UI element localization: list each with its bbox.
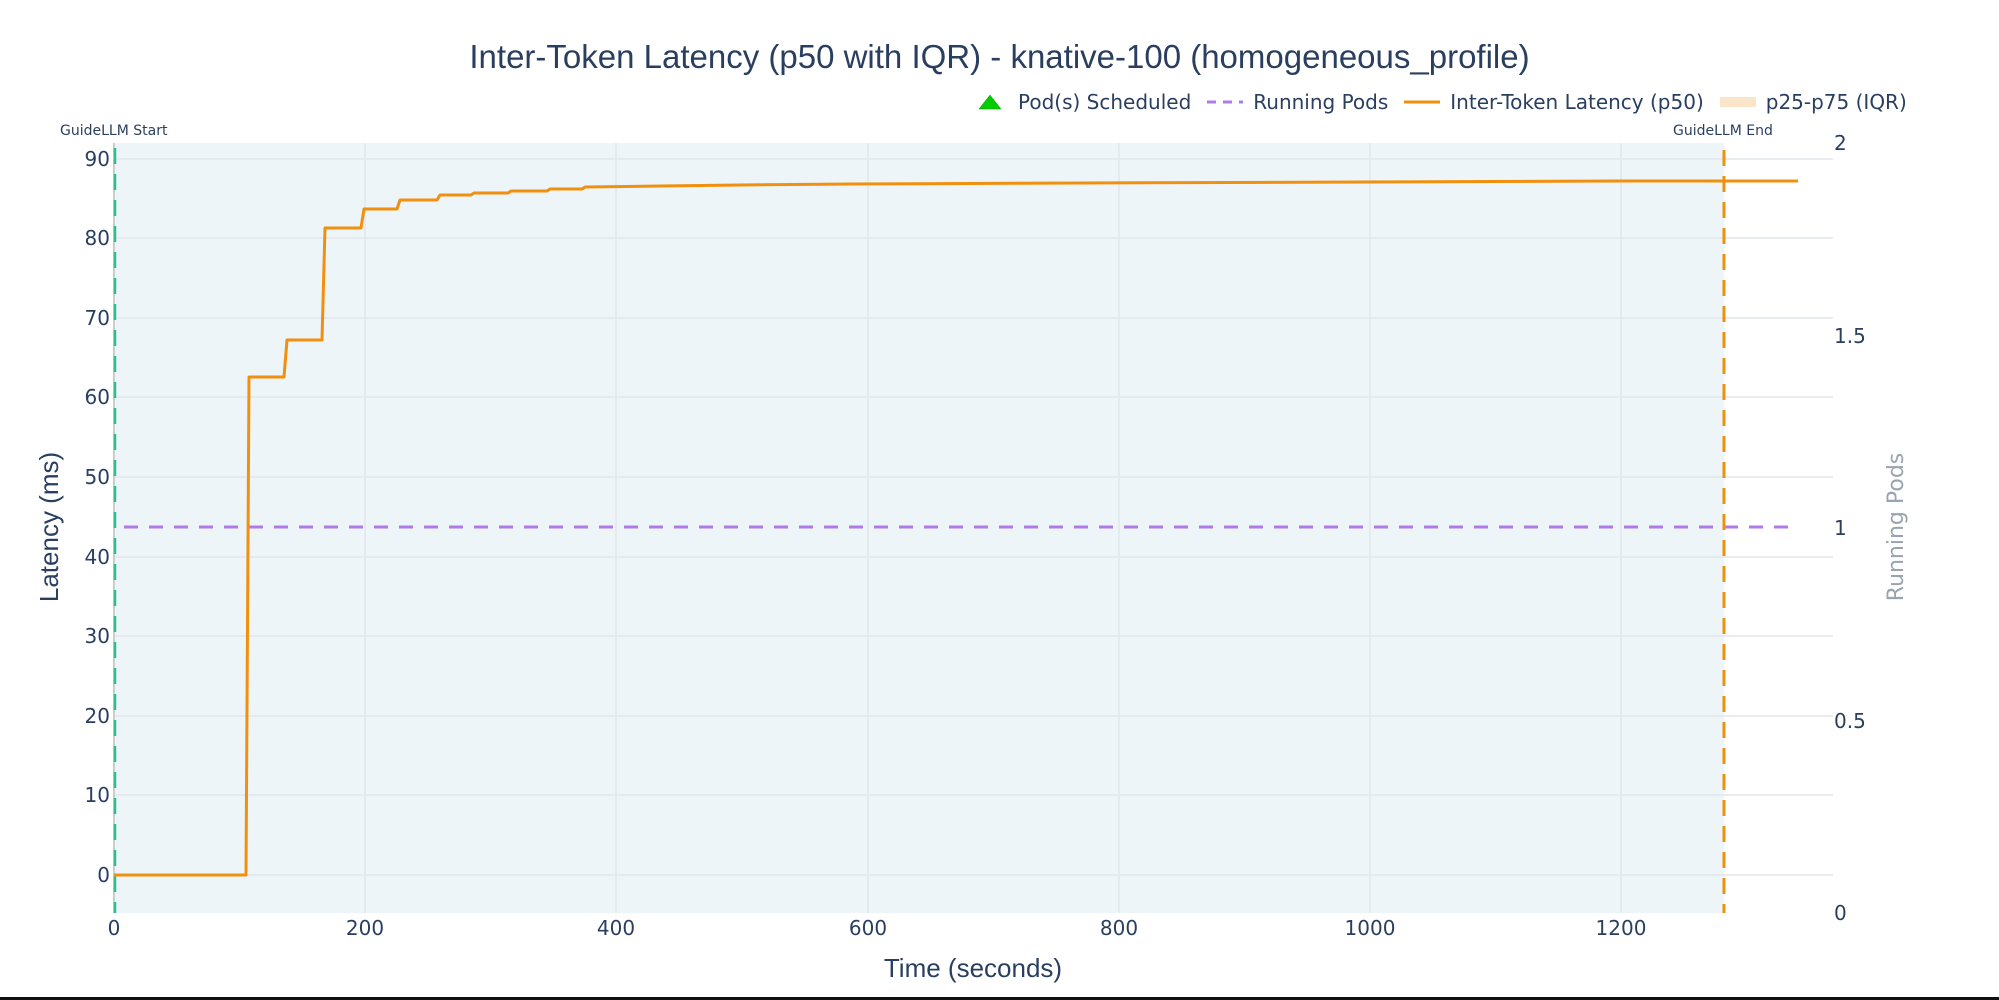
chart-title: Inter-Token Latency (p50 with IQR) - kna…	[469, 38, 1530, 75]
guidellm-end-label: GuideLLM End	[1673, 123, 1773, 139]
legend-item-pods-scheduled[interactable]: Pod(s) Scheduled	[970, 90, 1191, 114]
svg-text:800: 800	[1100, 916, 1138, 940]
legend-label: Running Pods	[1253, 90, 1389, 114]
x-ticks: 0 200 400 600 800 1000 1200	[108, 916, 1647, 940]
guidellm-start-label: GuideLLM Start	[60, 123, 168, 139]
legend: Pod(s) Scheduled Running Pods Inter-Toke…	[970, 90, 1921, 114]
svg-text:20: 20	[85, 704, 110, 728]
legend-item-iqr[interactable]: p25-p75 (IQR)	[1718, 90, 1907, 114]
y-right-ticks: 0 0.5 1 1.5 2	[1834, 131, 1866, 925]
x-gridlines	[364, 143, 1622, 913]
svg-text:10: 10	[85, 783, 110, 807]
svg-text:400: 400	[597, 916, 635, 940]
window-bottom-border	[0, 997, 1999, 1000]
svg-text:1.5: 1.5	[1834, 324, 1866, 348]
legend-label: Inter-Token Latency (p50)	[1450, 90, 1704, 114]
svg-text:70: 70	[85, 306, 110, 330]
svg-text:90: 90	[85, 147, 110, 171]
svg-text:1000: 1000	[1345, 916, 1396, 940]
legend-item-running-pods[interactable]: Running Pods	[1205, 90, 1388, 114]
svg-text:600: 600	[849, 916, 887, 940]
x-axis-title: Time (seconds)	[884, 953, 1062, 983]
svg-text:200: 200	[346, 916, 384, 940]
y-left-ticks: 0 10 20 30 40 50 60 70 80 90	[85, 147, 110, 887]
legend-label: Pod(s) Scheduled	[1018, 90, 1192, 114]
svg-text:30: 30	[85, 624, 110, 648]
svg-text:40: 40	[85, 545, 110, 569]
svg-text:50: 50	[85, 465, 110, 489]
latency-p50-line	[114, 179, 1798, 877]
filled-band-icon	[1718, 92, 1758, 112]
svg-text:1: 1	[1834, 516, 1847, 540]
legend-item-inter-token-latency[interactable]: Inter-Token Latency (p50)	[1402, 90, 1704, 114]
dashed-line-icon	[1205, 92, 1245, 112]
y-gridlines	[114, 158, 1833, 876]
svg-text:2: 2	[1834, 131, 1847, 155]
y-left-axis-title: Latency (ms)	[34, 452, 64, 602]
svg-text:0: 0	[97, 863, 110, 887]
y-right-axis-title: Running Pods	[1884, 453, 1909, 602]
svg-text:0.5: 0.5	[1834, 709, 1866, 733]
svg-text:0: 0	[1834, 901, 1847, 925]
triangle-up-icon	[970, 92, 1010, 112]
solid-line-icon	[1402, 92, 1442, 112]
svg-text:80: 80	[85, 226, 110, 250]
legend-label: p25-p75 (IQR)	[1765, 90, 1907, 114]
svg-text:0: 0	[108, 916, 121, 940]
svg-text:1200: 1200	[1596, 916, 1647, 940]
svg-text:60: 60	[85, 385, 110, 409]
